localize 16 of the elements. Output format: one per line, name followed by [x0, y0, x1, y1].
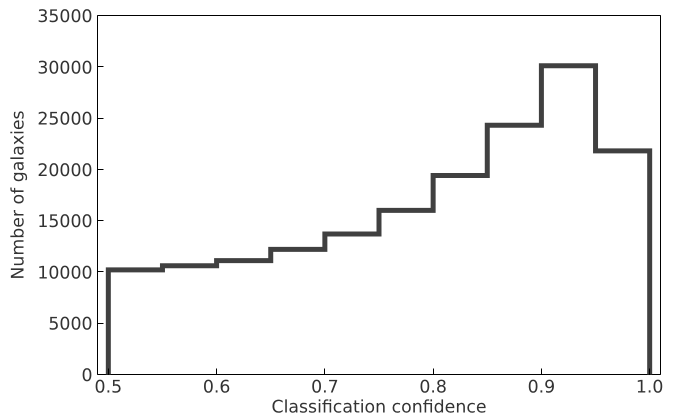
- x-tick-label: 1.0: [636, 378, 664, 398]
- x-tick-label: 0.5: [94, 378, 122, 398]
- y-tick-label: 20000: [37, 160, 92, 181]
- y-tick-label: 30000: [37, 58, 92, 78]
- y-axis-title: Number of galaxies: [8, 110, 28, 280]
- y-tick-label: 35000: [37, 7, 92, 27]
- y-tick-label: 5000: [48, 314, 93, 335]
- y-tick-label: 10000: [37, 263, 92, 284]
- y-tick-label: 15000: [37, 212, 92, 232]
- x-tick-label: 0.6: [202, 378, 230, 398]
- x-tick-label: 0.8: [419, 378, 447, 398]
- x-axis-title: Classification confidence: [271, 398, 487, 418]
- x-tick-label: 0.9: [528, 378, 556, 398]
- y-tick-label: 0: [81, 366, 93, 386]
- x-tick-label: 0.7: [311, 378, 339, 398]
- y-tick-label: 25000: [37, 110, 92, 130]
